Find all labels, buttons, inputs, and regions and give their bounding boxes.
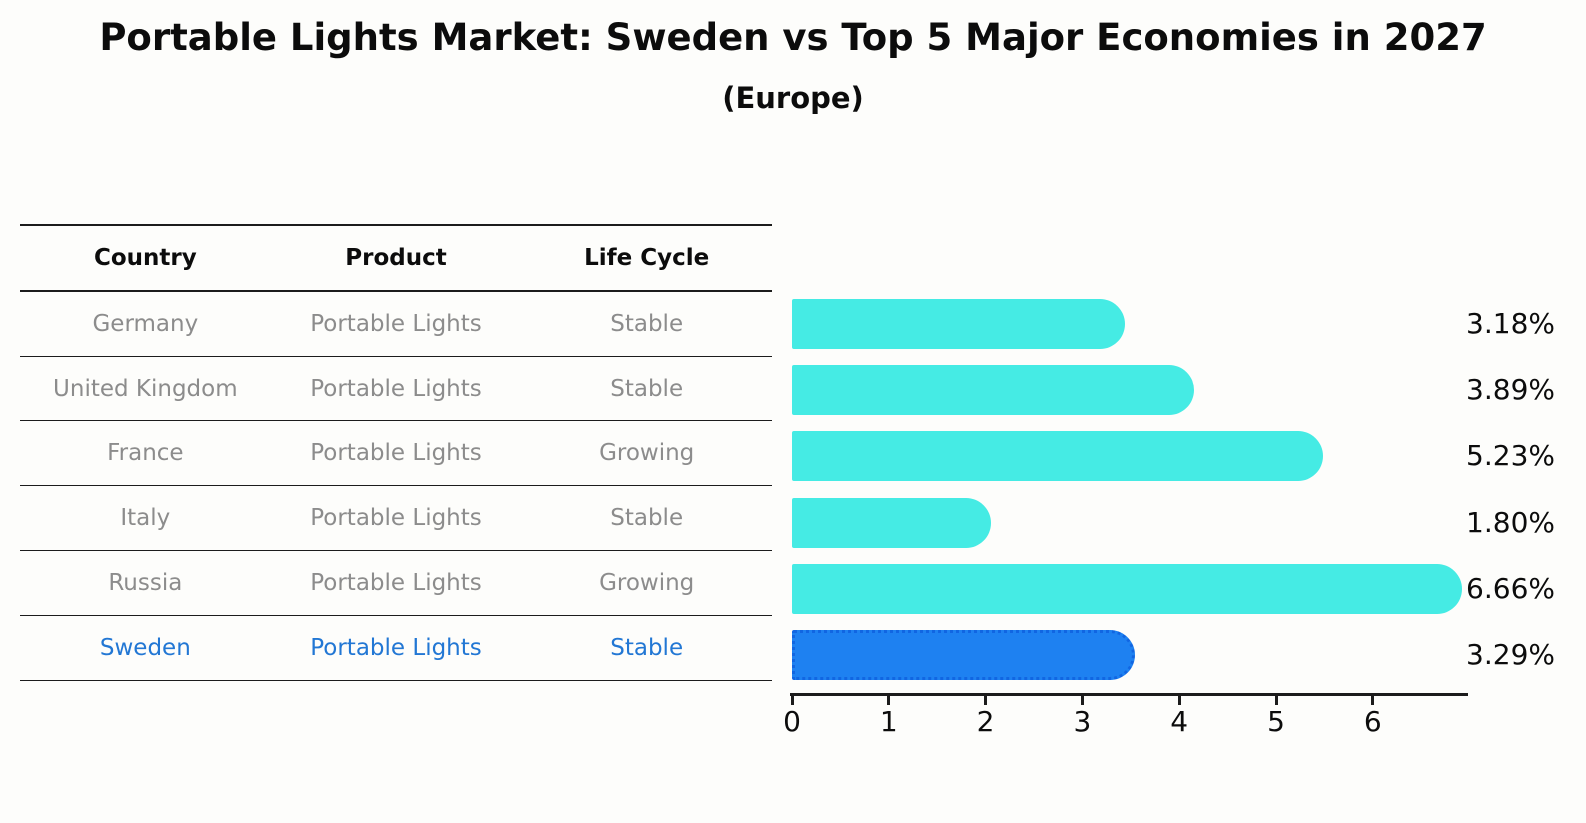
- x-axis-tick: [984, 696, 988, 705]
- table-header-row: Country Product Life Cycle: [20, 226, 772, 292]
- bar-france: [792, 431, 1324, 482]
- bar-sweden: [792, 630, 1136, 680]
- column-header-life-cycle: Life Cycle: [584, 244, 710, 271]
- bar-value-label: 3.29%: [1466, 638, 1555, 671]
- bar-russia: [792, 563, 1462, 614]
- bar-value-label: 5.23%: [1466, 439, 1555, 473]
- cell-product: Portable Lights: [310, 375, 482, 402]
- cell-product: Portable Lights: [310, 310, 482, 337]
- table-row-united-kingdom: United Kingdom Portable Lights Stable: [20, 357, 772, 422]
- table-row-germany: Germany Portable Lights Stable: [20, 292, 772, 357]
- cell-product: Portable Lights: [310, 635, 482, 662]
- cell-product: Portable Lights: [310, 440, 482, 467]
- x-axis-tick-label: 3: [1073, 705, 1092, 738]
- bar-united-kingdom: [792, 365, 1194, 416]
- bar-value-label: 6.66%: [1466, 571, 1555, 605]
- cell-country: Russia: [108, 570, 183, 597]
- bar-italy: [792, 497, 992, 548]
- x-axis-tick-label: 1: [879, 705, 898, 738]
- cell-life-cycle: Stable: [610, 505, 684, 532]
- cell-life-cycle: Stable: [610, 375, 684, 402]
- bar-value-label: 1.80%: [1466, 505, 1555, 539]
- column-header-product: Product: [345, 244, 447, 271]
- country-table: Country Product Life Cycle Germany Portab…: [20, 224, 772, 682]
- column-header-country: Country: [93, 244, 197, 271]
- cell-product: Portable Lights: [310, 570, 482, 597]
- bar-value-label: 3.89%: [1466, 373, 1555, 407]
- x-axis-tick: [1177, 696, 1181, 705]
- table-row-russia: Russia Portable Lights Growing: [20, 551, 772, 617]
- bar-germany: [792, 299, 1125, 349]
- page-title: Portable Lights Market: Sweden vs Top 5 …: [99, 16, 1487, 59]
- table-row-italy: Italy Portable Lights Stable: [20, 486, 772, 552]
- table-row-france: France Portable Lights Growing: [20, 421, 772, 487]
- page-subtitle: (Europe): [722, 81, 864, 115]
- x-axis-tick-label: 6: [1363, 705, 1382, 738]
- cell-country: Germany: [92, 310, 199, 337]
- cell-product: Portable Lights: [310, 505, 482, 532]
- cell-life-cycle: Stable: [610, 310, 684, 337]
- cell-life-cycle: Growing: [599, 570, 695, 597]
- x-axis-tick: [1080, 696, 1084, 705]
- cell-life-cycle: Growing: [599, 440, 695, 467]
- x-axis: [790, 693, 1468, 696]
- x-axis-tick: [1371, 696, 1375, 705]
- bar-value-label: 3.18%: [1466, 307, 1555, 340]
- x-axis-tick-label: 0: [783, 705, 801, 738]
- x-axis-tick: [790, 696, 794, 705]
- cell-country: France: [107, 440, 184, 467]
- x-axis-tick-label: 5: [1267, 705, 1285, 738]
- x-axis-tick-label: 2: [976, 705, 995, 738]
- cell-country: Italy: [120, 505, 171, 532]
- x-axis-tick: [1274, 696, 1278, 705]
- x-axis-tick-label: 4: [1170, 705, 1189, 738]
- cell-country: Sweden: [99, 635, 191, 662]
- cell-country: United Kingdom: [53, 375, 238, 402]
- x-axis-tick: [887, 696, 891, 705]
- cell-life-cycle: Stable: [610, 635, 684, 662]
- table-row-sweden: Sweden Portable Lights Stable: [20, 616, 772, 682]
